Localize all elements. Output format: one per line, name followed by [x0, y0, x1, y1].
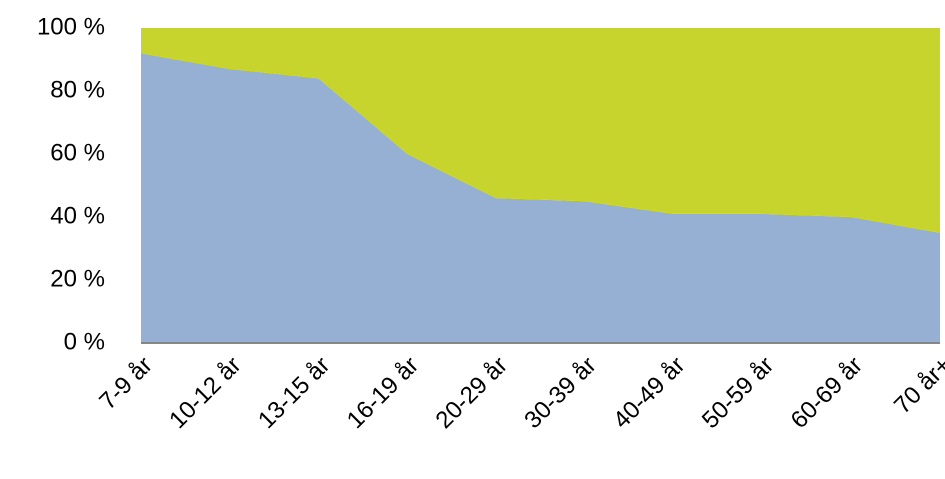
x-tick-label: 60-69 år — [786, 352, 868, 434]
x-tick-label: 40-49 år — [608, 352, 690, 434]
y-tick-label: 0 % — [64, 328, 105, 355]
x-tick-label: 10-12 år — [164, 352, 246, 434]
x-tick-label: 16-19 år — [342, 352, 424, 434]
area — [141, 53, 940, 343]
area — [141, 28, 940, 233]
x-tick-label: 30-39 år — [519, 352, 601, 434]
x-tick-label: 50-59 år — [697, 352, 779, 434]
x-tick-label: 13-15 år — [253, 352, 335, 434]
y-tick-label: 20 % — [50, 265, 105, 292]
x-tick-label: 7-9 år — [94, 352, 157, 415]
y-tick-label: 60 % — [50, 139, 105, 166]
x-tick-label: 20-29 år — [431, 352, 513, 434]
y-tick-label: 40 % — [50, 202, 105, 229]
y-tick-label: 100 % — [37, 13, 105, 40]
y-tick-label: 80 % — [50, 76, 105, 103]
x-tick-label: 70 år+ — [889, 352, 945, 420]
